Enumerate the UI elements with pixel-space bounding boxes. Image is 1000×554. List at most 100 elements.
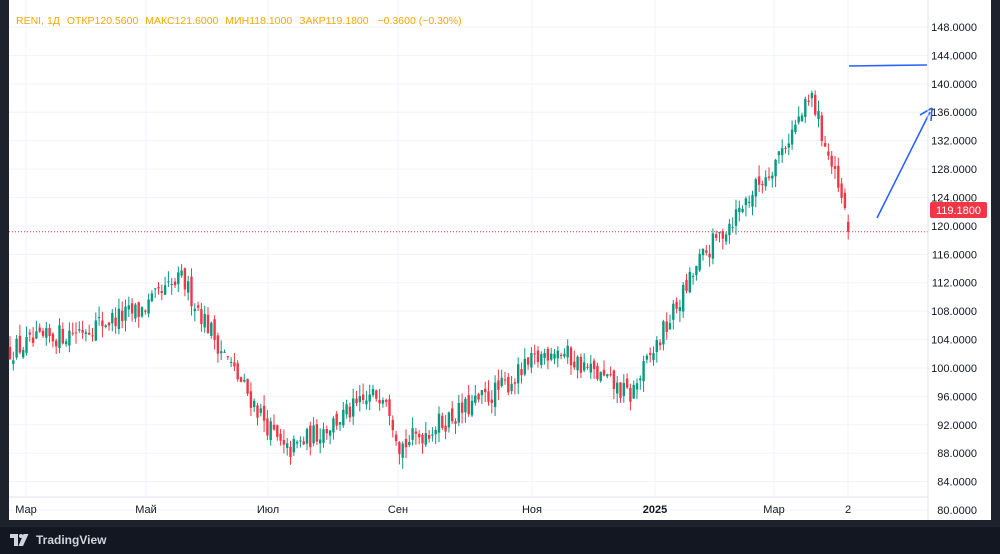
candle-body: [375, 390, 378, 399]
candle-body: [8, 346, 12, 360]
candle-body: [183, 268, 187, 290]
y-tick-label: 116.0000: [932, 249, 977, 261]
horizontal-trend-line[interactable]: [848, 64, 928, 67]
candle-body: [157, 286, 160, 289]
candle-body: [385, 399, 388, 402]
tradingview-logo-icon: [10, 534, 29, 546]
candle-body: [378, 399, 381, 404]
candle-body: [348, 406, 352, 418]
candle-body: [645, 355, 649, 360]
candle-body: [239, 377, 243, 382]
candle-body: [553, 353, 556, 359]
candle-body: [781, 148, 784, 156]
candle-body: [196, 305, 200, 308]
candle-body: [94, 320, 97, 341]
candle-body: [173, 281, 177, 286]
candle-body: [500, 377, 503, 387]
candle-body: [220, 351, 223, 354]
candle-body: [583, 362, 586, 371]
candle-body: [38, 327, 41, 332]
candle-body: [114, 317, 117, 327]
candle-body: [658, 342, 662, 346]
candle-body: [431, 434, 434, 436]
ohlc-legend: RENI, 1Д ОТКР120.5600 МАКС121.6000 МИН11…: [16, 15, 462, 27]
candle-body: [88, 332, 91, 335]
candle-body: [464, 398, 467, 413]
candle-body: [833, 166, 837, 169]
y-tick-label: 120.0000: [931, 221, 977, 233]
candle-body: [398, 442, 401, 455]
candle-body: [738, 207, 741, 213]
candle-body: [510, 383, 513, 392]
candle-body: [150, 293, 154, 302]
candle-body: [540, 354, 543, 366]
candle-body: [206, 314, 210, 333]
tradingview-logo[interactable]: TradingView: [10, 531, 106, 549]
legend-symbol: RENI: [16, 15, 41, 27]
candle-body: [526, 357, 530, 365]
x-tick-label: 2: [845, 504, 851, 516]
candle-body: [266, 418, 269, 436]
candle-body: [662, 321, 665, 345]
candle-body: [668, 322, 672, 330]
candle-body: [97, 317, 101, 319]
candle-body: [757, 176, 761, 185]
candle-body: [695, 265, 698, 276]
candle-body: [543, 352, 546, 358]
candle-body: [484, 388, 487, 393]
legend-close: 119.1800: [326, 15, 369, 27]
candle-body: [748, 201, 751, 203]
candle-body: [682, 284, 685, 312]
candle-body: [810, 92, 814, 99]
candle-body: [708, 253, 711, 258]
x-tick-label: Июл: [257, 504, 279, 516]
candle-body: [513, 382, 517, 384]
candle-body: [117, 308, 121, 330]
candle-body: [619, 382, 622, 398]
candle-body: [216, 335, 220, 354]
candle-body: [596, 365, 599, 380]
candle-body: [520, 369, 523, 376]
candle-body: [74, 332, 78, 334]
candle-body: [309, 425, 312, 448]
candle-body: [269, 421, 272, 441]
y-axis-labels: 80.0000 84.0000 88.0000 92.0000 96.0000 100.0…: [931, 22, 977, 517]
candle-body: [160, 291, 163, 293]
candle-body: [127, 305, 130, 310]
candle-body: [764, 177, 767, 187]
candle-body: [404, 439, 408, 448]
candle-body: [312, 425, 315, 444]
candle-body: [200, 309, 203, 325]
candle-body: [437, 413, 441, 433]
candle-body: [259, 408, 262, 413]
legend-low-label: МИН: [225, 15, 249, 27]
candle-body: [616, 382, 619, 394]
arrow-head[interactable]: [919, 107, 933, 122]
candle-body: [827, 151, 830, 156]
candle-body: [315, 424, 319, 442]
candle-body: [427, 434, 431, 439]
candle-body: [754, 179, 757, 197]
candle-body: [665, 321, 668, 332]
candle-body: [579, 356, 583, 373]
candle-body: [550, 353, 553, 360]
candle-body: [576, 356, 579, 371]
candle-body: [358, 395, 361, 403]
y-tick-label: 132.0000: [931, 136, 977, 148]
candle-body: [602, 369, 606, 376]
arrow-line[interactable]: [876, 111, 931, 219]
y-tick-label: 144.0000: [931, 50, 977, 62]
drawings[interactable]: [848, 64, 933, 219]
candle-body: [761, 184, 764, 186]
candle-body: [342, 409, 345, 426]
footer-bar: [0, 527, 1000, 554]
legend-high-label: МАКС: [145, 15, 175, 27]
candle-body: [111, 312, 114, 324]
y-tick-label: 124.0000: [931, 192, 977, 204]
candle-body: [124, 306, 127, 321]
candle-body: [144, 310, 147, 312]
candle-body: [371, 388, 375, 396]
y-tick-label: 104.0000: [931, 335, 977, 347]
x-tick-label: 2025: [643, 504, 667, 516]
